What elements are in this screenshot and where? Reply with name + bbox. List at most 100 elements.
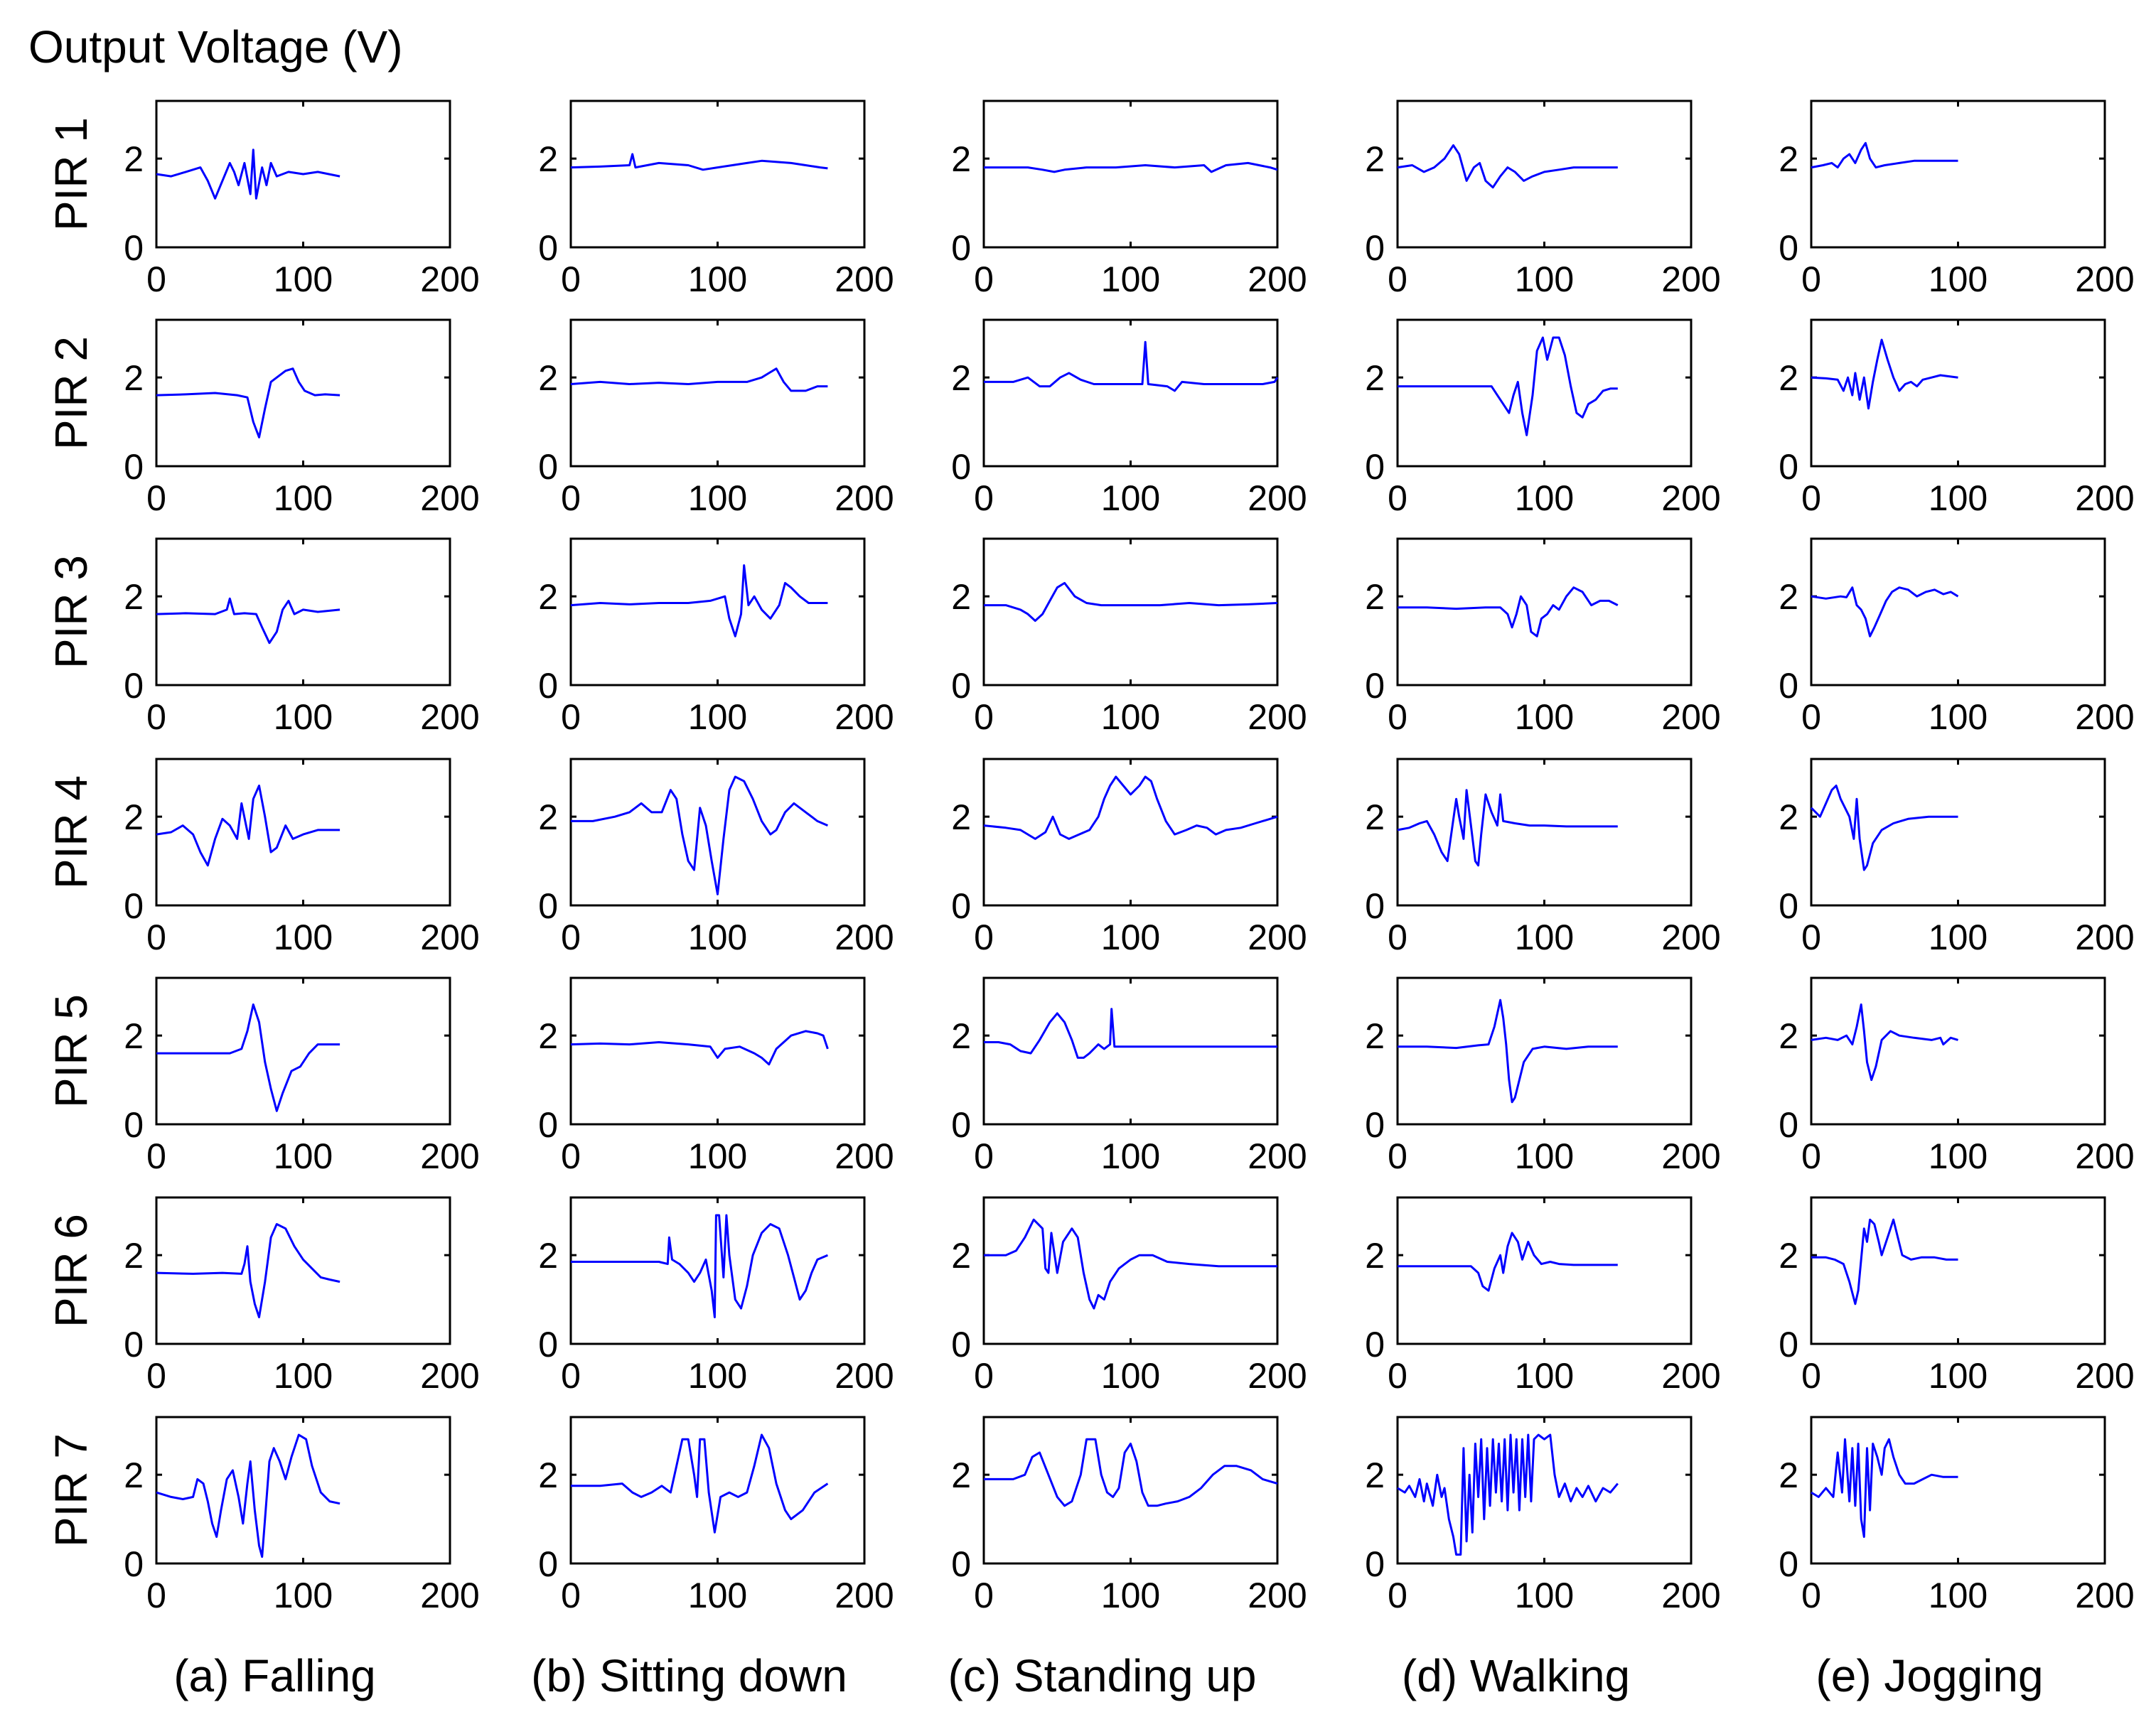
x-tick-label: 100 [1101, 478, 1160, 518]
y-tick-label: 0 [1365, 1325, 1385, 1364]
subplot-5-5: 0 100 200 0 2 [1779, 976, 2135, 1176]
plot-frame [1396, 99, 1693, 249]
subplot-3-3: 0 100 200 0 2 [951, 537, 1307, 737]
x-tick-label: 200 [2075, 917, 2134, 957]
row-label: PIR 4 [45, 775, 97, 889]
signal-line [156, 785, 340, 867]
x-tick-label: 200 [1248, 1356, 1307, 1396]
row-label: PIR 6 [45, 1214, 97, 1328]
y-tick-label: 0 [538, 447, 558, 487]
plot-frame [569, 537, 866, 687]
x-tick-label: 100 [274, 1136, 333, 1176]
x-tick-label: 200 [420, 1576, 479, 1615]
x-tick-label: 200 [1248, 917, 1307, 957]
y-tick-label: 0 [538, 886, 558, 926]
y-tick-label: 2 [1779, 1016, 1798, 1056]
plot-frame [155, 537, 451, 687]
y-tick-label: 0 [538, 1105, 558, 1145]
x-tick-label: 0 [1388, 259, 1407, 299]
x-tick-label: 0 [561, 259, 581, 299]
plot-frame [1810, 99, 2106, 249]
signal-line [1811, 1218, 1958, 1305]
x-tick-label: 200 [1248, 478, 1307, 518]
x-tick-label: 200 [1248, 1576, 1307, 1615]
x-tick-label: 200 [420, 478, 479, 518]
y-tick-label: 0 [1779, 886, 1798, 926]
plot-frame [1810, 537, 2106, 687]
plot-frame [1810, 976, 2106, 1126]
y-tick-label: 2 [538, 1016, 558, 1056]
row-label: PIR 1 [45, 117, 97, 231]
x-tick-label: 200 [1661, 1356, 1720, 1396]
signal-line [984, 581, 1278, 622]
y-tick-label: 0 [124, 228, 144, 268]
subplot-2-7: 0 100 200 0 2 [538, 1416, 894, 1615]
x-tick-label: 200 [835, 917, 894, 957]
y-tick-label: 0 [1779, 228, 1798, 268]
figure-y-label: Output Voltage (V) [28, 21, 403, 72]
x-tick-label: 100 [688, 1576, 747, 1615]
x-tick-label: 0 [146, 697, 166, 737]
y-tick-label: 0 [1779, 1325, 1798, 1364]
x-tick-label: 200 [1248, 697, 1307, 737]
signal-line [571, 1214, 828, 1318]
x-tick-label: 0 [561, 478, 581, 518]
x-tick-label: 0 [1801, 1356, 1821, 1396]
signal-line [984, 1438, 1278, 1507]
x-tick-label: 0 [1388, 697, 1407, 737]
subplot-4-5: 0 100 200 0 2 [1365, 976, 1721, 1176]
column-caption: (c) Standing up [948, 1650, 1256, 1701]
signal-line [1397, 789, 1618, 867]
y-tick-label: 2 [538, 358, 558, 398]
x-tick-label: 200 [835, 478, 894, 518]
x-tick-label: 0 [1388, 1576, 1407, 1615]
plot-frame [1396, 758, 1693, 907]
subplot-2-3: 0 100 200 0 2 [538, 537, 894, 737]
x-tick-label: 200 [1661, 259, 1720, 299]
plot-frame [1396, 1196, 1693, 1345]
subplot-1-1: 0 100 200 0 2 [124, 99, 480, 299]
subplot-3-5: 0 100 200 0 2 [951, 976, 1307, 1176]
signal-line [570, 153, 828, 171]
y-tick-label: 2 [951, 1236, 971, 1276]
x-tick-label: 0 [1801, 1136, 1821, 1176]
y-tick-label: 2 [1779, 139, 1798, 179]
x-tick-label: 100 [688, 478, 747, 518]
x-tick-label: 200 [420, 1136, 479, 1176]
column-caption: (a) Falling [173, 1650, 376, 1701]
subplot-1-5: 0 100 200 0 2 [124, 976, 480, 1176]
y-tick-label: 0 [124, 886, 144, 926]
x-tick-label: 0 [146, 478, 166, 518]
x-tick-label: 200 [1661, 478, 1720, 518]
subplot-1-6: 0 100 200 0 2 [124, 1196, 480, 1396]
subplot-3-2: 0 100 200 0 2 [951, 318, 1307, 518]
signal-line [156, 1223, 340, 1318]
subplot-5-1: 0 100 200 0 2 [1779, 99, 2135, 299]
x-tick-label: 200 [835, 697, 894, 737]
x-tick-label: 100 [688, 917, 747, 957]
column-caption: (d) Walking [1402, 1650, 1630, 1701]
y-tick-label: 2 [538, 797, 558, 837]
signal-line [1397, 1433, 1619, 1556]
x-tick-label: 100 [274, 478, 333, 518]
x-tick-label: 0 [561, 1356, 581, 1396]
y-tick-label: 2 [1779, 1236, 1798, 1276]
x-tick-label: 100 [688, 1136, 747, 1176]
x-tick-label: 100 [1929, 917, 1988, 957]
signal-line [984, 161, 1278, 173]
x-tick-label: 100 [1515, 478, 1574, 518]
y-tick-label: 2 [1365, 358, 1385, 398]
y-tick-label: 2 [1779, 797, 1798, 837]
x-tick-label: 200 [1661, 1576, 1720, 1615]
plot-frame [982, 976, 1279, 1126]
plot-frame [1396, 976, 1693, 1126]
x-tick-label: 0 [146, 917, 166, 957]
plot-frame [569, 318, 866, 468]
x-tick-label: 0 [146, 1136, 166, 1176]
column-caption: (e) Jogging [1816, 1650, 2043, 1701]
x-tick-label: 0 [561, 697, 581, 737]
x-tick-label: 0 [974, 1576, 994, 1615]
x-tick-label: 0 [146, 259, 166, 299]
x-tick-label: 200 [835, 1576, 894, 1615]
